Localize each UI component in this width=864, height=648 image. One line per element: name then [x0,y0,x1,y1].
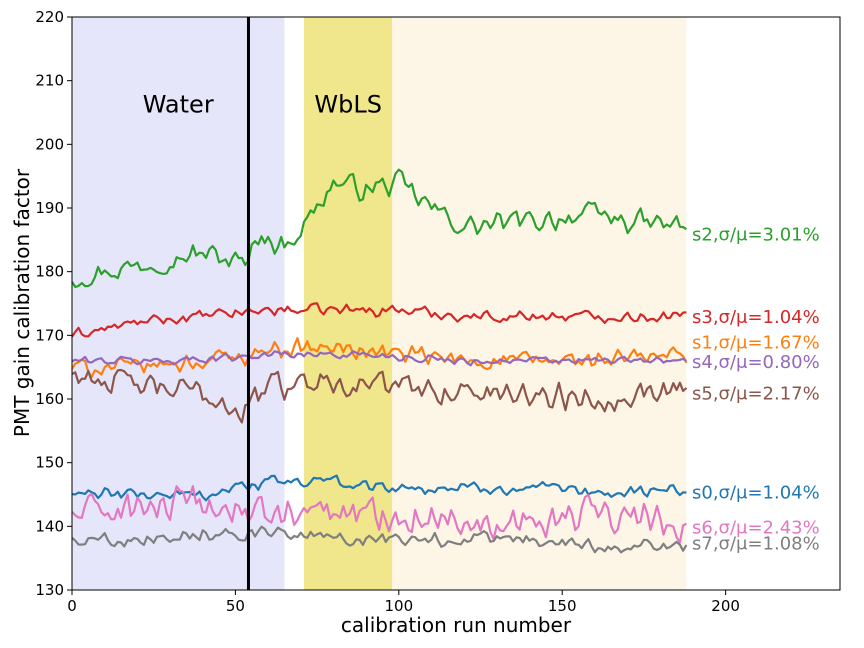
y-axis-ticks: 130 140 150 160 170 180 190 200 210 220 [35,8,72,599]
series-line-s7 [71,525,688,554]
x-tick-label: 0 [67,597,77,615]
y-tick-label: 170 [35,326,64,344]
series-labels: s2,σ/μ=3.01% s3,σ/μ=1.04% s1,σ/μ=1.67%s4,σ… [692,224,820,554]
x-axis-label: calibration run number [341,613,572,637]
y-tick-label: 220 [35,8,64,26]
y-tick-label: 210 [35,72,64,90]
series-label-s5: s5,σ/μ=2.17% [692,384,820,405]
region-band-wbls [304,17,393,590]
y-tick-label: 140 [35,517,64,535]
y-tick-label: 160 [35,390,64,408]
x-axis-ticks: 0 50 100 150 200 [67,590,740,615]
series-line-s3 [71,302,687,338]
region-label-wbls: WbLS [314,91,382,119]
x-tick-label: 150 [548,597,577,615]
series-label-s6: s6,σ/μ=2.43% [692,517,820,538]
series-line-s2 [71,168,687,289]
y-tick-label: 150 [35,454,64,472]
series-line-s6 [71,485,687,544]
series-line-s4 [71,350,687,367]
region-band-after [392,17,687,590]
region-labels: Water WbLS [143,91,382,119]
series-label-s4: s4,σ/μ=0.80% [692,352,820,373]
series-label-s1: s1,σ/μ=1.67% [692,333,820,354]
region-label-water: Water [143,91,214,119]
plot-frame [71,16,841,591]
series-layer [71,168,688,554]
series-line-s5 [71,368,688,424]
x-tick-label: 50 [226,597,245,615]
y-tick-label: 180 [35,263,64,281]
series-label-s2: s2,σ/μ=3.01% [692,224,820,245]
y-axis-label: PMT gain calibration factor [10,168,34,437]
x-tick-label: 100 [384,597,413,615]
y-tick-label: 130 [35,581,64,599]
series-label-s7: s7,σ/μ=1.08% [692,533,820,554]
x-tick-label: 200 [711,597,740,615]
series-label-s3: s3,σ/μ=1.04% [692,307,820,328]
series-label-s0: s0,σ/μ=1.04% [692,482,820,503]
y-tick-label: 200 [35,135,64,153]
y-tick-label: 190 [35,199,64,217]
